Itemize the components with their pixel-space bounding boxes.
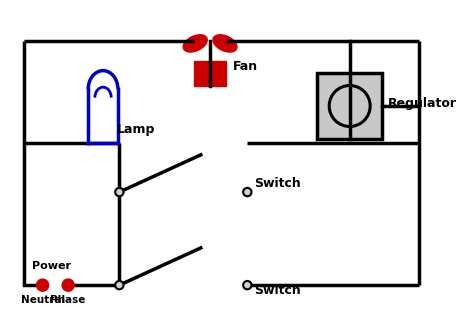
Circle shape <box>115 281 124 289</box>
Ellipse shape <box>183 35 207 52</box>
Circle shape <box>36 279 49 291</box>
Circle shape <box>243 188 252 196</box>
Text: Switch: Switch <box>254 284 301 297</box>
Text: Neutral: Neutral <box>20 295 64 305</box>
Circle shape <box>62 279 74 291</box>
Circle shape <box>243 281 252 289</box>
Bar <box>317 73 382 138</box>
Bar <box>194 61 227 86</box>
Text: Phase: Phase <box>50 295 86 305</box>
Text: Fan: Fan <box>233 60 258 73</box>
Ellipse shape <box>213 35 237 52</box>
Text: Lamp: Lamp <box>117 123 155 136</box>
Text: Switch: Switch <box>254 177 301 190</box>
Circle shape <box>115 188 124 196</box>
Text: Power: Power <box>32 261 72 271</box>
Text: Regulator: Regulator <box>388 97 457 110</box>
Circle shape <box>329 85 370 126</box>
